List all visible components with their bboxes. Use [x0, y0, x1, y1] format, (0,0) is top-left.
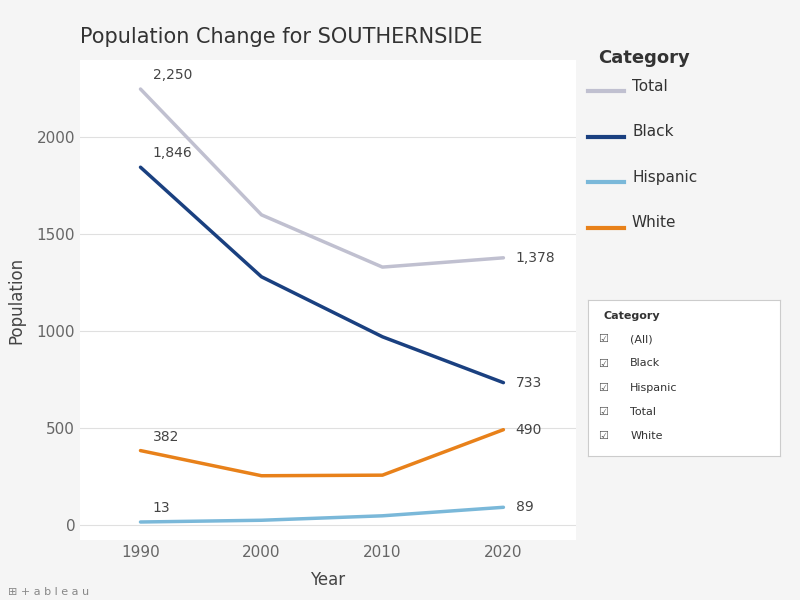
Text: ☑: ☑	[598, 383, 608, 392]
Text: White: White	[630, 431, 662, 441]
Text: Hispanic: Hispanic	[632, 170, 698, 185]
Text: 490: 490	[515, 422, 542, 437]
Text: Category: Category	[598, 49, 690, 67]
Text: 13: 13	[153, 501, 170, 515]
Text: ☑: ☑	[598, 407, 608, 417]
Text: Hispanic: Hispanic	[630, 383, 678, 392]
Text: Total: Total	[630, 407, 656, 417]
Text: 733: 733	[515, 376, 542, 389]
Y-axis label: Population: Population	[7, 256, 26, 344]
Text: Total: Total	[632, 79, 668, 94]
Text: 1,378: 1,378	[515, 251, 555, 265]
Text: ⊞ + a b l e a u: ⊞ + a b l e a u	[8, 587, 89, 597]
Text: White: White	[632, 215, 677, 230]
Text: Black: Black	[632, 124, 674, 139]
Text: Population Change for SOUTHERNSIDE: Population Change for SOUTHERNSIDE	[80, 28, 482, 47]
Text: ☑: ☑	[598, 334, 608, 344]
Text: Black: Black	[630, 358, 661, 368]
Text: (All): (All)	[630, 334, 653, 344]
Text: ☑: ☑	[598, 431, 608, 441]
Text: 382: 382	[153, 430, 179, 444]
X-axis label: Year: Year	[310, 571, 346, 589]
Text: Category: Category	[603, 311, 660, 321]
Text: 89: 89	[515, 500, 534, 514]
Text: 2,250: 2,250	[153, 68, 192, 82]
Text: ☑: ☑	[598, 358, 608, 368]
Text: 1,846: 1,846	[153, 146, 192, 160]
